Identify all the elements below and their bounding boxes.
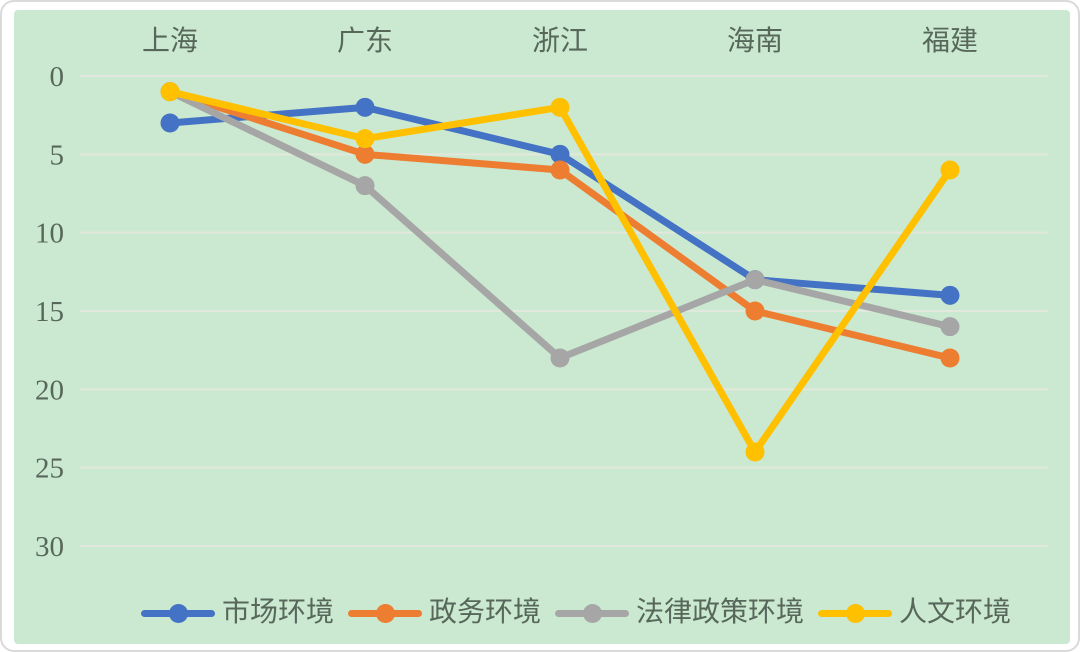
data-point[interactable] [355,144,375,164]
y-tick-label: 20 [35,374,64,406]
category-label: 海南 [727,25,783,57]
data-point[interactable] [355,176,375,196]
data-point[interactable] [745,270,765,290]
y-tick-label: 5 [50,139,65,171]
data-point[interactable] [745,442,765,462]
category-label: 广东 [337,25,393,57]
y-tick-label: 0 [50,61,65,93]
legend-label: 法律政策环境 [636,597,805,628]
legend-line-dot-marker [555,603,629,623]
data-point[interactable] [745,301,765,321]
legend-label: 政务环境 [428,597,541,628]
series-line-0 [166,103,954,299]
data-point[interactable] [160,82,180,102]
chart-panel [14,10,1070,644]
data-point[interactable] [940,160,960,180]
category-label: 福建 [922,25,978,57]
y-tick-label: 15 [35,296,64,328]
category-label: 浙江 [532,25,588,57]
category-label: 上海 [142,25,198,57]
series-line-1 [166,88,954,362]
legend: 市场环境 政务环境 法律政策环境 人文环境 [2,592,1078,634]
legend-item-government-env[interactable]: 政务环境 [347,597,541,628]
data-point[interactable] [550,144,570,164]
legend-label: 人文环境 [899,597,1012,628]
y-tick-label: 30 [35,531,64,563]
legend-line-dot-marker [140,603,215,623]
data-point[interactable] [355,129,375,149]
legend-line-dot-marker [818,603,893,623]
y-tick-label: 25 [35,453,64,485]
legend-item-humanistic-env[interactable]: 人文环境 [818,599,1011,627]
data-point[interactable] [940,285,960,305]
legend-item-legal-policy-env[interactable]: 法律政策环境 [555,599,804,627]
data-point[interactable] [355,97,375,117]
data-point[interactable] [160,113,180,133]
data-point[interactable] [550,348,570,368]
y-tick-label: 10 [35,218,64,250]
legend-label: 市场环境 [221,597,334,628]
data-point[interactable] [940,317,960,337]
data-point[interactable] [550,160,570,180]
legend-line-dot-marker [347,603,422,623]
data-point[interactable] [940,348,960,368]
data-point[interactable] [550,97,570,117]
legend-item-market-env[interactable]: 市场环境 [140,597,334,628]
